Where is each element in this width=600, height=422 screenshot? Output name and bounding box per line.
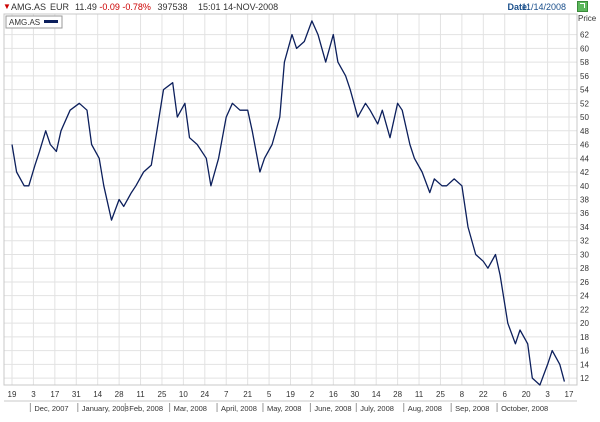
x-tick-label: 5 xyxy=(267,390,272,399)
x-tick-label: 6 xyxy=(503,390,508,399)
quote-date: 14-NOV-2008 xyxy=(223,2,279,12)
y-tick-label: 12 xyxy=(580,374,589,383)
x-tick-label: 25 xyxy=(158,390,167,399)
x-tick-label: 22 xyxy=(479,390,488,399)
y-tick-label: 24 xyxy=(580,292,589,301)
y-axis-ticks: 12 14 16 18 20 22 24 26 28 30 32 34 36 38 40 42 44 46 48 50… xyxy=(580,31,589,384)
x-tick-label: 25 xyxy=(436,390,445,399)
y-tick-label: 28 xyxy=(580,264,589,273)
x-tick-label: 14 xyxy=(93,390,102,399)
y-tick-label: 16 xyxy=(580,347,589,356)
date-label: Date: xyxy=(507,2,530,12)
month-label: Feb, 2008 xyxy=(129,404,163,413)
x-tick-label: 14 xyxy=(372,390,381,399)
y-tick-label: 56 xyxy=(580,72,589,81)
y-tick-label: 58 xyxy=(580,58,589,67)
y-tick-label: 54 xyxy=(580,86,589,95)
y-tick-label: 34 xyxy=(580,223,589,232)
legend-swatch xyxy=(44,20,58,23)
quote-change: -0.09 xyxy=(99,2,120,12)
y-tick-label: 36 xyxy=(580,209,589,218)
quote-change-pct: -0.78% xyxy=(122,2,151,12)
month-label: July, 2008 xyxy=(360,404,394,413)
y-tick-label: 44 xyxy=(580,154,589,163)
y-tick-label: 14 xyxy=(580,360,589,369)
y-axis-title: Price xyxy=(578,14,597,23)
y-tick-label: 20 xyxy=(580,319,589,328)
month-label: October, 2008 xyxy=(501,404,548,413)
x-tick-label: 11 xyxy=(415,390,424,399)
month-label: Aug, 2008 xyxy=(408,404,442,413)
y-tick-label: 38 xyxy=(580,196,589,205)
x-tick-label: 28 xyxy=(115,390,124,399)
y-tick-label: 18 xyxy=(580,333,589,342)
y-tick-label: 48 xyxy=(580,127,589,136)
x-tick-label: 31 xyxy=(72,390,81,399)
y-tick-label: 40 xyxy=(580,182,589,191)
legend-box xyxy=(5,15,63,29)
month-label: Dec, 2007 xyxy=(34,404,68,413)
y-tick-label: 26 xyxy=(580,278,589,287)
quote-last: 11.49 -0.09 -0.78% 397538 15:01 14-NOV-2… xyxy=(75,2,278,12)
plot-frame xyxy=(3,13,578,386)
down-arrow-icon: ▼ xyxy=(3,2,11,11)
month-label: Mar, 2008 xyxy=(174,404,207,413)
y-tick-label: 32 xyxy=(580,237,589,246)
x-tick-label: 17 xyxy=(565,390,574,399)
export-icon[interactable] xyxy=(577,1,588,12)
y-tick-label: 62 xyxy=(580,31,589,40)
y-tick-label: 42 xyxy=(580,168,589,177)
x-tick-label: 30 xyxy=(350,390,359,399)
x-tick-label: 8 xyxy=(460,390,465,399)
x-tick-label: 17 xyxy=(50,390,59,399)
x-axis-day-ticks: 19 3 17 31 14 28 11 25 10 24 7 21 5 19 2 16 30 14 28 11 25 8 2… xyxy=(8,390,574,399)
x-tick-label: 10 xyxy=(179,390,188,399)
y-tick-label: 22 xyxy=(580,305,589,314)
y-tick-label: 60 xyxy=(580,44,589,53)
quote-currency: EUR xyxy=(50,2,70,12)
x-tick-label: 11 xyxy=(136,390,145,399)
x-tick-label: 24 xyxy=(200,390,209,399)
quote-volume: 397538 xyxy=(157,2,188,12)
month-label: Sep, 2008 xyxy=(455,404,489,413)
x-tick-label: 3 xyxy=(545,390,550,399)
date-value: 11/14/2008 xyxy=(521,2,566,12)
x-axis-month-labels: Dec, 2007 January, 2008 Feb, 2008 Mar, 2008… xyxy=(29,403,548,413)
legend-label: AMG.AS xyxy=(9,18,40,27)
x-tick-label: 16 xyxy=(329,390,338,399)
y-tick-label: 46 xyxy=(580,141,589,150)
series-line-amg xyxy=(11,20,566,386)
x-tick-label: 19 xyxy=(8,390,17,399)
x-tick-label: 3 xyxy=(31,390,36,399)
quote-time: 15:01 xyxy=(198,2,221,12)
x-tick-label: 2 xyxy=(310,390,315,399)
month-label: May, 2008 xyxy=(267,404,301,413)
y-tick-label: 50 xyxy=(580,113,589,122)
x-tick-label: 20 xyxy=(522,390,531,399)
quote-symbol: AMG.AS xyxy=(11,2,47,12)
month-label: April, 2008 xyxy=(221,404,257,413)
legend: AMG.AS xyxy=(5,15,63,29)
y-tick-label: 52 xyxy=(580,99,589,108)
quote-header: ▼ AMG.AS EUR 11.49 -0.09 -0.78% 397538 1… xyxy=(0,0,600,14)
x-tick-label: 28 xyxy=(393,390,402,399)
month-label: January, 2008 xyxy=(82,404,129,413)
y-tick-label: 30 xyxy=(580,250,589,259)
x-tick-label: 21 xyxy=(243,390,252,399)
month-label: June, 2008 xyxy=(314,404,351,413)
chart-grid xyxy=(4,14,577,385)
x-tick-label: 7 xyxy=(224,390,229,399)
x-tick-label: 19 xyxy=(286,390,295,399)
quote-last-price: 11.49 xyxy=(75,2,97,12)
